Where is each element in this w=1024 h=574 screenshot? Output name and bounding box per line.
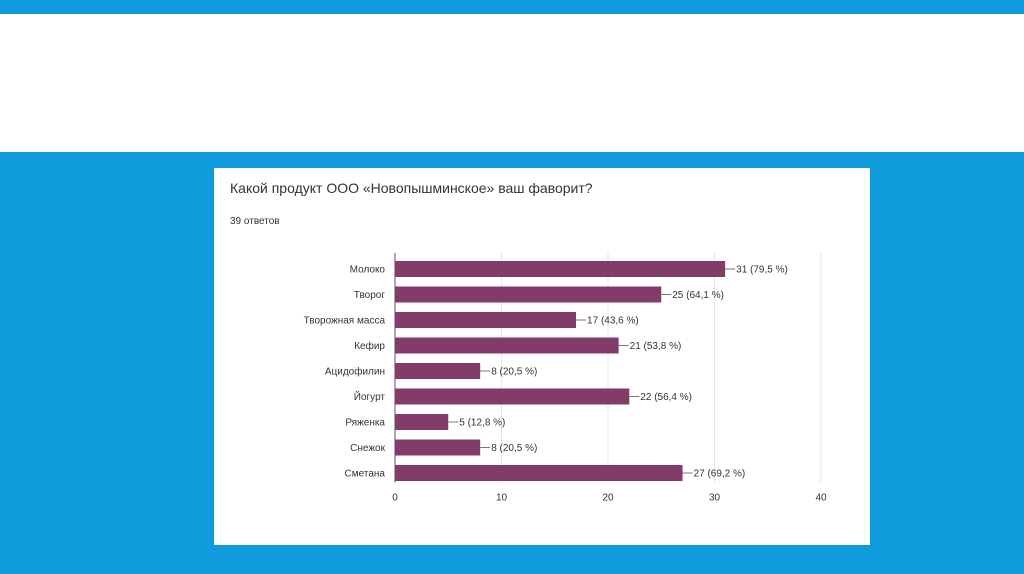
- bar-5: [395, 388, 630, 405]
- bar-6: [395, 414, 449, 430]
- response-count: 39 ответов: [230, 216, 280, 227]
- value-label-2: 17 (43,6 %): [587, 316, 639, 327]
- x-tick-label-1: 10: [496, 493, 508, 504]
- category-label-5: Йогурт: [354, 390, 386, 403]
- bar-2: [395, 312, 577, 328]
- category-label-8: Сметана: [345, 469, 386, 480]
- value-label-8: 27 (69,2 %): [694, 469, 746, 480]
- x-tick-label-2: 20: [602, 493, 614, 504]
- bar-8: [395, 465, 683, 481]
- category-label-3: Кефир: [354, 340, 385, 352]
- value-label-4: 8 (20,5 %): [491, 367, 537, 378]
- category-label-0: Молоко: [350, 265, 386, 276]
- top-white-band: [0, 14, 1024, 152]
- bar-7: [395, 439, 481, 456]
- x-tick-label-4: 40: [815, 493, 827, 504]
- chart-card: Какой продукт ООО «Новопышминское» ваш ф…: [214, 168, 870, 545]
- value-label-5: 22 (56,4 %): [640, 392, 692, 403]
- bar-4: [395, 363, 481, 379]
- value-label-3: 21 (53,8 %): [630, 341, 682, 352]
- category-label-1: Творог: [354, 290, 386, 301]
- category-label-6: Ряженка: [345, 418, 385, 429]
- bar-0: [395, 261, 726, 277]
- category-label-4: Ацидофилин: [325, 366, 385, 378]
- chart-title: Какой продукт ООО «Новопышминское» ваш ф…: [230, 180, 593, 196]
- category-label-2: Творожная масса: [304, 316, 386, 327]
- bar-1: [395, 286, 662, 303]
- bar-3: [395, 337, 619, 354]
- value-label-7: 8 (20,5 %): [491, 443, 537, 454]
- value-label-0: 31 (79,5 %): [736, 265, 788, 276]
- category-label-7: Снежок: [350, 443, 385, 454]
- value-label-6: 5 (12,8 %): [459, 418, 505, 429]
- x-tick-label-3: 30: [709, 493, 721, 504]
- x-tick-label-0: 0: [392, 493, 398, 504]
- value-label-1: 25 (64,1 %): [672, 290, 724, 301]
- bar-chart: Молоко 31 (79,5 %) Творог 25 (64,1 %) Творож…: [304, 253, 827, 504]
